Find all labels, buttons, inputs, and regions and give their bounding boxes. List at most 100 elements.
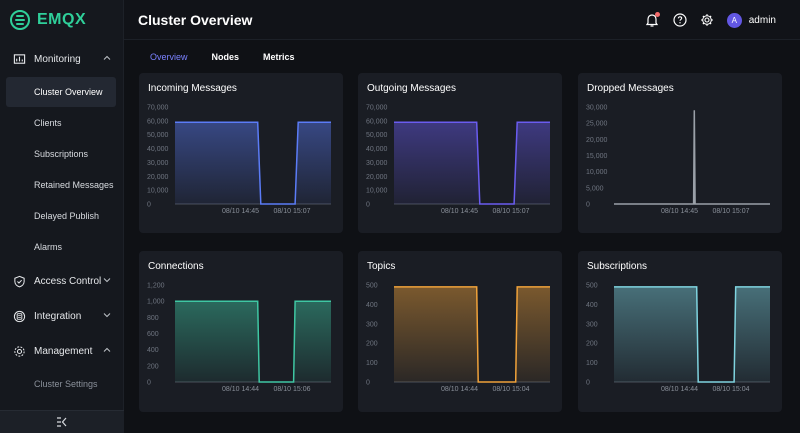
card-incoming-messages: Incoming Messages 70,000 60,000 50,000 40,0… (139, 73, 343, 233)
sidebar-group-monitoring[interactable]: Monitoring (0, 44, 124, 74)
y-tick-label: 10,000 (147, 188, 169, 195)
y-tick-label: 200 (586, 341, 598, 348)
shield-icon (14, 275, 25, 287)
series-line (175, 300, 331, 383)
chart-title: Topics (367, 261, 396, 272)
y-tick-label: 40,000 (366, 146, 388, 153)
logo[interactable]: EMQX (10, 9, 86, 31)
x-tick-label: 08/10 15:06 (274, 386, 311, 393)
monitor-icon (13, 53, 26, 64)
help-icon[interactable] (673, 13, 687, 27)
series-line (394, 121, 550, 205)
y-tick-label: 400 (586, 302, 598, 309)
y-tick-label: 10,000 (366, 188, 388, 195)
y-tick-label: 200 (366, 341, 378, 348)
tab-bar: Overview Nodes Metrics (124, 41, 800, 73)
series-area (394, 122, 550, 204)
series-line (394, 286, 550, 383)
y-tick-label: 0 (366, 202, 370, 209)
sidebar-item-clients[interactable]: Clients (34, 118, 62, 128)
y-tick-label: 50,000 (147, 132, 169, 139)
tab-metrics[interactable]: Metrics (263, 52, 295, 62)
sidebar-item-cluster-settings[interactable]: Cluster Settings (34, 379, 98, 389)
x-tick-label: 08/10 14:44 (441, 386, 478, 393)
x-tick-label: 08/10 14:45 (222, 208, 259, 215)
bell-icon (645, 14, 658, 27)
notification-dot (654, 12, 660, 17)
sidebar-item-cluster-overview[interactable]: Cluster Overview (6, 77, 116, 107)
subscriptions-chart: 500 400 300 200 100 0 08/10 14:44 08/10 15:04 (586, 283, 770, 393)
topics-chart: 500 400 300 200 100 0 08/10 14:44 08/10 15:04 (366, 283, 550, 393)
sidebar-item-retained-messages[interactable]: Retained Messages (34, 180, 114, 190)
sidebar-group-management[interactable]: Management (0, 336, 124, 366)
x-tick-label: 08/10 14:44 (661, 386, 698, 393)
incoming-messages-chart: 70,000 60,000 50,000 40,000 30,000 20,000 10,0… (147, 105, 331, 215)
emqx-logo-icon (10, 10, 30, 30)
y-tick-label: 0 (147, 202, 151, 209)
y-tick-label: 400 (147, 347, 159, 354)
y-tick-label: 15,000 (586, 153, 608, 160)
x-tick-label: 08/10 14:44 (222, 386, 259, 393)
y-tick-label: 300 (586, 321, 598, 328)
x-tick-label: 08/10 15:04 (713, 386, 750, 393)
y-tick-label: 800 (147, 315, 159, 322)
y-tick-label: 500 (586, 283, 598, 290)
y-tick-label: 25,000 (586, 121, 608, 128)
x-tick-label: 08/10 14:45 (661, 208, 698, 215)
y-tick-label: 70,000 (147, 105, 169, 112)
y-tick-label: 0 (366, 380, 370, 387)
y-tick-label: 10,000 (586, 169, 608, 176)
dropped-messages-chart: 30,000 25,000 20,000 15,000 10,000 5,000 0 08/1… (586, 105, 770, 215)
sidebar-group-integration[interactable]: Integration (0, 301, 124, 331)
sidebar-group-access-control[interactable]: Access Control (0, 266, 124, 296)
chart-title: Outgoing Messages (367, 83, 456, 94)
x-tick-label: 08/10 15:07 (493, 208, 530, 215)
card-dropped-messages: Dropped Messages 30,000 25,000 20,000 15,00… (578, 73, 782, 233)
y-tick-label: 20,000 (147, 174, 169, 181)
top-header: Cluster Overview A admin (124, 0, 800, 40)
y-tick-label: 30,000 (147, 160, 169, 167)
y-tick-label: 100 (586, 360, 598, 367)
y-tick-label: 200 (147, 363, 159, 370)
chevron-up-icon (103, 55, 111, 60)
series-area (614, 286, 770, 382)
y-tick-label: 1,000 (147, 299, 165, 306)
series-line (614, 110, 770, 205)
management-gear-icon (14, 345, 25, 357)
user-menu[interactable]: admin (748, 14, 776, 26)
card-outgoing-messages: Outgoing Messages 70,000 60,000 50,000 40,0… (358, 73, 562, 233)
x-tick-label: 08/10 14:45 (441, 208, 478, 215)
sidebar: EMQX Monitoring Cluster Overview Clients… (0, 0, 124, 433)
tab-nodes[interactable]: Nodes (211, 52, 240, 62)
notification-button[interactable] (644, 12, 660, 28)
y-tick-label: 20,000 (366, 174, 388, 181)
y-tick-label: 60,000 (147, 118, 169, 125)
sidebar-item-delayed-publish[interactable]: Delayed Publish (34, 211, 100, 221)
settings-gear-icon[interactable] (700, 13, 714, 27)
collapse-sidebar-button[interactable] (0, 410, 124, 433)
card-topics: Topics 500 400 300 200 100 0 08/10 14:44 08/10 … (358, 251, 562, 412)
x-tick-label: 08/10 15:07 (274, 208, 311, 215)
avatar[interactable]: A (726, 12, 742, 28)
y-tick-label: 100 (366, 360, 378, 367)
y-tick-label: 0 (586, 380, 590, 387)
sidebar-group-label: Monitoring (34, 53, 81, 65)
series-area (175, 122, 331, 204)
sidebar-item-subscriptions[interactable]: Subscriptions (34, 149, 89, 159)
y-tick-label: 30,000 (366, 160, 388, 167)
x-tick-label: 08/10 15:04 (493, 386, 530, 393)
y-tick-label: 30,000 (586, 105, 608, 112)
y-tick-label: 50,000 (366, 132, 388, 139)
page-title: Cluster Overview (138, 12, 253, 28)
chart-title: Connections (148, 261, 204, 272)
tab-overview[interactable]: Overview (150, 52, 188, 62)
y-tick-label: 400 (366, 302, 378, 309)
chevron-down-icon (103, 278, 111, 283)
sidebar-item-alarms[interactable]: Alarms (34, 242, 63, 252)
y-tick-label: 1,200 (147, 283, 165, 290)
y-tick-label: 0 (147, 380, 151, 387)
y-tick-label: 70,000 (366, 105, 388, 112)
card-subscriptions: Subscriptions 500 400 300 200 100 0 08/10 14:4… (578, 251, 782, 412)
sidebar-group-label: Access Control (34, 275, 102, 287)
y-tick-label: 300 (366, 321, 378, 328)
